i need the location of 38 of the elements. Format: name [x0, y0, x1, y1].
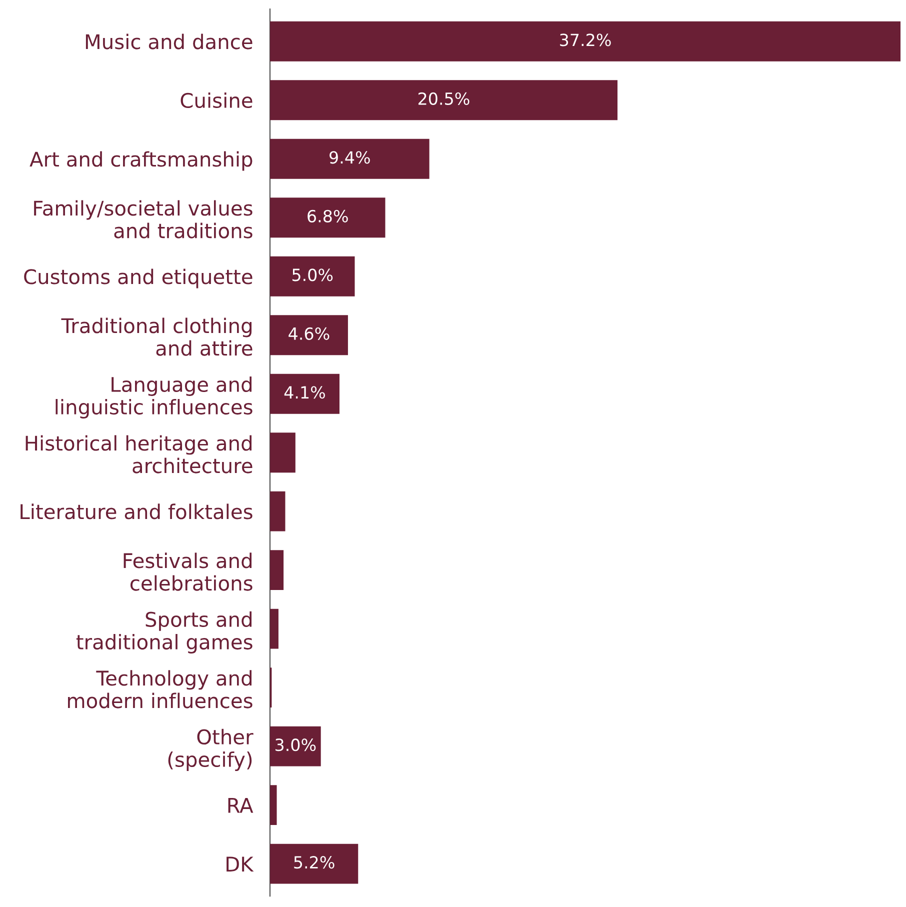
bar [270, 256, 355, 296]
y-tick-label: RA [228, 798, 254, 813]
y-tick-label: Historical heritage and architecture [26, 435, 252, 474]
y-tick-label: Technology and modern influences [68, 670, 252, 708]
y-tick-label: Family/societal values and traditions [34, 200, 252, 238]
y-tick-label: Festivals and celebrations [124, 552, 252, 591]
bar [270, 198, 386, 238]
data-label: 5.0% [292, 268, 333, 282]
bar [270, 80, 618, 120]
y-tick-label: Traditional clothing and attire [61, 318, 252, 356]
bar [270, 550, 284, 590]
data-label: 37.2% [560, 34, 611, 46]
y-tick-label: Language and linguistic influences [56, 376, 252, 418]
bar [270, 374, 340, 414]
bar [270, 432, 296, 473]
data-label: 3.0% [276, 738, 316, 752]
bar [270, 21, 901, 62]
bar [270, 491, 286, 532]
bar [270, 315, 348, 356]
y-tick-label: Sports and traditional games [76, 611, 252, 654]
bar [270, 138, 430, 179]
y-tick-label: DK [226, 856, 254, 872]
data-label: 4.6% [288, 327, 330, 340]
bar [270, 844, 358, 884]
y-tick-label: Customs and etiquette [24, 268, 252, 288]
y-tick-label: Art and craftsmanship [30, 151, 252, 171]
data-label: 4.1% [284, 386, 325, 399]
y-tick-label: Cuisine [180, 92, 252, 108]
data-label: 9.4% [330, 151, 370, 164]
data-label: 20.5% [418, 92, 470, 105]
y-tick-label: Music and dance [86, 34, 252, 50]
bar [270, 785, 277, 826]
y-tick-label: Other (specify) [168, 728, 254, 771]
data-label: 5.2% [294, 856, 334, 869]
data-label: 6.8% [308, 210, 348, 222]
y-tick-label: Literature and folktales [20, 504, 252, 520]
bar [270, 608, 278, 649]
bar [270, 726, 321, 766]
